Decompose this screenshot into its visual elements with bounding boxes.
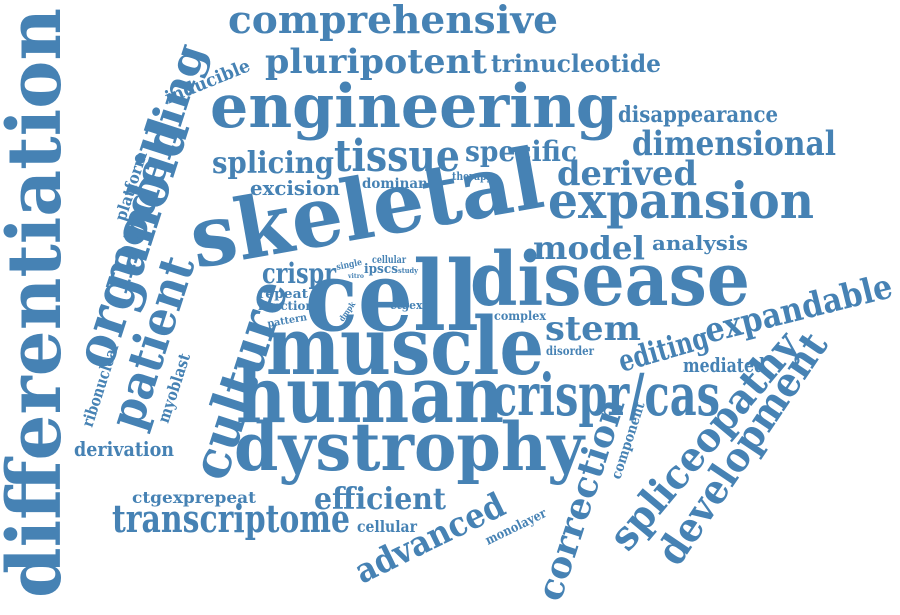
- word-repeat: repeat: [258, 287, 308, 302]
- word-expansion: expansion: [548, 171, 814, 230]
- word-derivation: derivation: [74, 437, 174, 461]
- word-tissue: tissue: [334, 131, 460, 182]
- word-transcriptome: transcriptome: [112, 496, 350, 541]
- word-engineering: engineering: [210, 72, 618, 142]
- word-crispr: crispr: [262, 257, 337, 290]
- word-dystrophy: dystrophy: [234, 408, 586, 486]
- word-ctgexp-small: ctgexp: [390, 299, 430, 312]
- word-stem: stem: [545, 309, 641, 349]
- word-differentiation: differentiation: [0, 8, 78, 598]
- word-specific: specific: [465, 135, 577, 168]
- word-derived: derived: [557, 154, 697, 194]
- word-comprehensive: comprehensive: [228, 0, 558, 42]
- word-vitro: vitro: [347, 273, 364, 280]
- word-function: function: [258, 299, 314, 313]
- word-study: study: [398, 266, 419, 275]
- word-crispr-cas: crispr/cas: [492, 361, 720, 429]
- word-disease: disease: [470, 237, 750, 323]
- word-muscle: muscle: [266, 299, 544, 393]
- word-complex: complex: [494, 309, 547, 323]
- word-disorder: disorder: [546, 344, 595, 358]
- word-analysis: analysis: [652, 231, 748, 255]
- word-ctgexprepeat: ctgexprepeat: [132, 488, 257, 507]
- word-human: human: [236, 350, 504, 441]
- word-excision: excision: [250, 176, 340, 200]
- word-ipscs: ipscs: [364, 262, 398, 277]
- word-trinucleotide: trinucleotide: [491, 49, 661, 78]
- word-model: model: [533, 229, 645, 267]
- word-efficient: efficient: [314, 482, 446, 517]
- word-dimensional: dimensional: [632, 124, 836, 164]
- word-disappearance: disappearance: [618, 102, 778, 128]
- word-splicing: splicing: [212, 146, 334, 181]
- word-cell: cell: [305, 240, 479, 353]
- word-cellular-mid: cellular: [357, 517, 417, 536]
- word-mediated: mediated: [683, 353, 765, 377]
- word-pluripotent: pluripotent: [265, 42, 487, 82]
- word-therapy: therapy: [452, 170, 493, 183]
- word-dominant: dominant: [362, 176, 435, 192]
- word-cellular-small: cellular: [372, 255, 407, 266]
